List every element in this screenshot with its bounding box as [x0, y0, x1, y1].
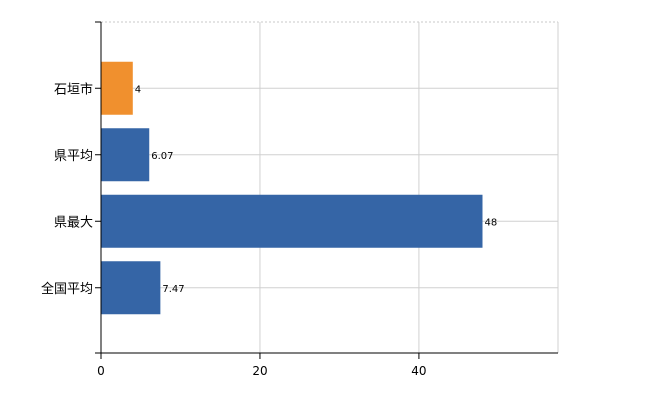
bar [101, 128, 150, 182]
bar-value-label: 7.47 [162, 284, 184, 295]
bar-value-label: 48 [484, 217, 497, 228]
x-tick-labels: 0 20 40 [97, 364, 426, 378]
category-label: 県最大 [54, 215, 93, 230]
bar [101, 61, 133, 115]
category-label: 石垣市 [54, 81, 93, 97]
category-label: 全国平均 [41, 281, 93, 297]
bars [101, 61, 483, 315]
x-tick-label: 0 [97, 364, 105, 378]
x-tick-label: 20 [252, 364, 267, 378]
category-label: 県平均 [54, 149, 93, 164]
bar [101, 194, 483, 248]
value-labels: 4 6.07 48 7.47 [135, 84, 497, 295]
bar-value-label: 4 [135, 84, 141, 95]
bar [101, 261, 161, 315]
bar-value-label: 6.07 [151, 151, 173, 162]
gridlines [101, 21, 559, 353]
axes [95, 21, 558, 359]
x-tick-label: 40 [411, 364, 426, 378]
